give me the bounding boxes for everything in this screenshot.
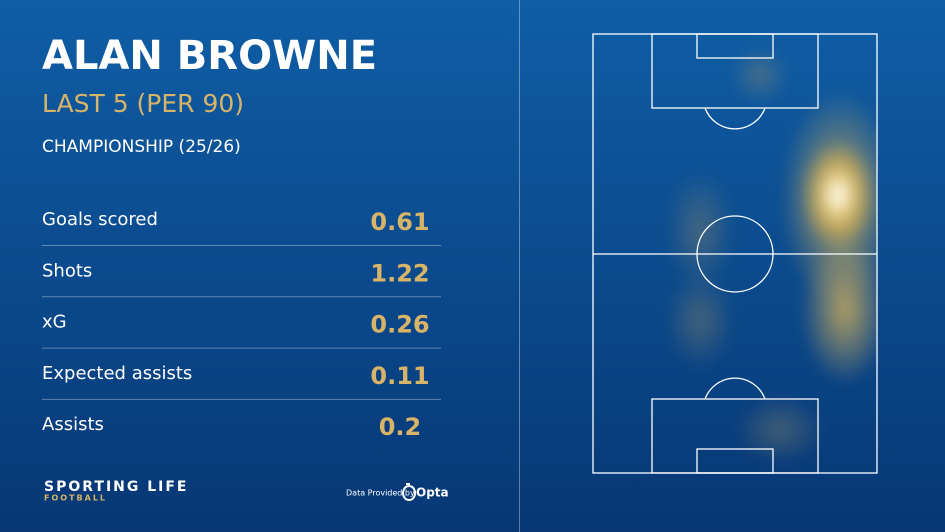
stats-table: Goals scored 0.61 Shots 1.22 xG 0.26 Expected … bbox=[42, 208, 441, 441]
provider-logo bbox=[402, 483, 417, 501]
brand-sub: FOOTBALL bbox=[44, 494, 107, 503]
brand: SPORTING LIFE bbox=[44, 479, 189, 495]
title: ALAN BROWNE bbox=[42, 33, 377, 79]
stat-value: 0.2 bbox=[379, 413, 422, 441]
credit: Data Provided by bbox=[346, 489, 415, 498]
subtitle: LAST 5 (PER 90) bbox=[42, 89, 244, 118]
stat-value: 0.61 bbox=[370, 208, 429, 236]
stat-label: Goals scored bbox=[42, 209, 158, 230]
stat-value: 0.11 bbox=[370, 362, 429, 390]
heatmap bbox=[665, 45, 877, 465]
stat-label: xG bbox=[42, 312, 67, 333]
pitch bbox=[592, 33, 878, 474]
stat-value: 1.22 bbox=[370, 259, 429, 287]
provider: Opta bbox=[416, 486, 449, 500]
stat-label: Shots bbox=[42, 260, 92, 281]
stat-label: Assists bbox=[42, 414, 104, 435]
stat-value: 0.26 bbox=[370, 311, 429, 339]
competition: CHAMPIONSHIP (25/26) bbox=[42, 137, 241, 157]
stat-label: Expected assists bbox=[42, 363, 192, 384]
